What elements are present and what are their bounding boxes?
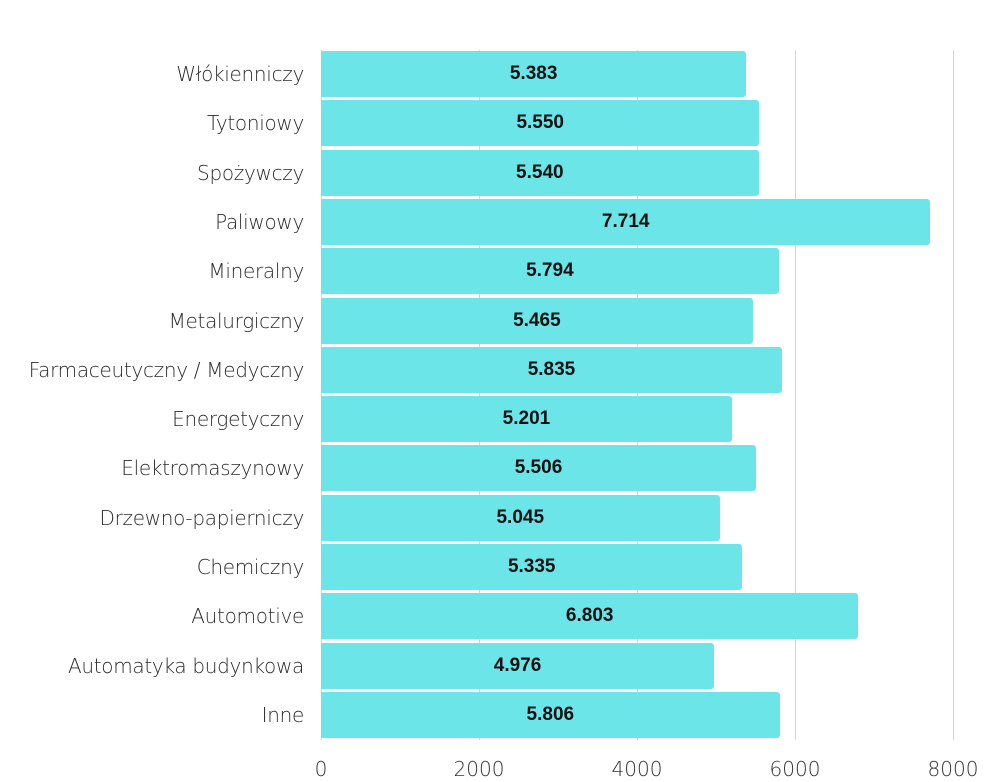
category-label: Metalurgiczny xyxy=(168,308,305,333)
bar[interactable]: 5.550 xyxy=(321,100,760,147)
bar[interactable]: 5.540 xyxy=(321,149,759,196)
gridline xyxy=(795,50,796,740)
category-label: Automatyka budynkowa xyxy=(68,653,304,678)
category-label: Mineralny xyxy=(208,259,304,284)
bar[interactable]: 5.806 xyxy=(321,691,780,738)
category-label: Energetyczny xyxy=(172,407,304,432)
bar[interactable]: 4.976 xyxy=(321,642,715,689)
category-label: Spożywczy xyxy=(197,160,304,185)
bar-value-label: 5.335 xyxy=(507,556,556,577)
category-label: Farmaceutyczny / Medyczny xyxy=(28,357,305,382)
bar[interactable]: 7.714 xyxy=(321,198,931,245)
gridline xyxy=(637,50,638,740)
bar[interactable]: 5.201 xyxy=(321,396,732,443)
bar-value-label: 5.506 xyxy=(514,457,563,479)
category-label: Drzewno-papierniczy xyxy=(99,505,304,530)
bar[interactable]: 5.835 xyxy=(321,346,782,393)
bar-value-label: 5.540 xyxy=(516,161,564,183)
category-label: Paliwowy xyxy=(215,209,304,234)
bar-value-label: 5.465 xyxy=(513,309,561,331)
gridline xyxy=(321,50,322,740)
x-tick-label: 8000 xyxy=(927,757,979,781)
bar[interactable]: 5.335 xyxy=(321,544,743,590)
bar[interactable]: 5.506 xyxy=(321,445,756,492)
bar[interactable]: 5.794 xyxy=(321,248,779,295)
bar[interactable]: 5.045 xyxy=(321,494,720,541)
bar-value-label: 5.383 xyxy=(509,63,558,84)
bar-value-label: 5.045 xyxy=(496,506,545,528)
bar[interactable]: 6.803 xyxy=(321,593,859,640)
category-label: Włókienniczy xyxy=(176,62,304,86)
gridline xyxy=(953,50,954,740)
category-label: Elektromaszynowy xyxy=(121,456,304,481)
category-label: Inne xyxy=(261,702,305,727)
bar-value-label: 5.794 xyxy=(526,260,574,282)
bar-value-label: 5.835 xyxy=(527,358,576,380)
bar-value-label: 6.803 xyxy=(565,605,614,627)
gridline xyxy=(479,50,480,740)
bar-value-label: 7.714 xyxy=(601,210,650,232)
category-label: Tytoniowy xyxy=(207,111,304,136)
x-tick-label: 6000 xyxy=(769,757,821,781)
category-label: Automotive xyxy=(191,604,304,629)
x-tick-label: 0 xyxy=(314,757,328,781)
bar[interactable]: 5.465 xyxy=(321,297,753,344)
x-tick-label: 2000 xyxy=(453,757,505,781)
bar-value-label: 5.806 xyxy=(526,703,575,725)
category-label: Chemiczny xyxy=(196,555,305,579)
bar-value-label: 5.201 xyxy=(502,408,551,430)
bar-value-label: 4.976 xyxy=(493,654,542,676)
x-tick-label: 4000 xyxy=(611,757,663,781)
bar[interactable]: 5.383 xyxy=(321,51,747,97)
bar-value-label: 5.550 xyxy=(516,112,564,134)
